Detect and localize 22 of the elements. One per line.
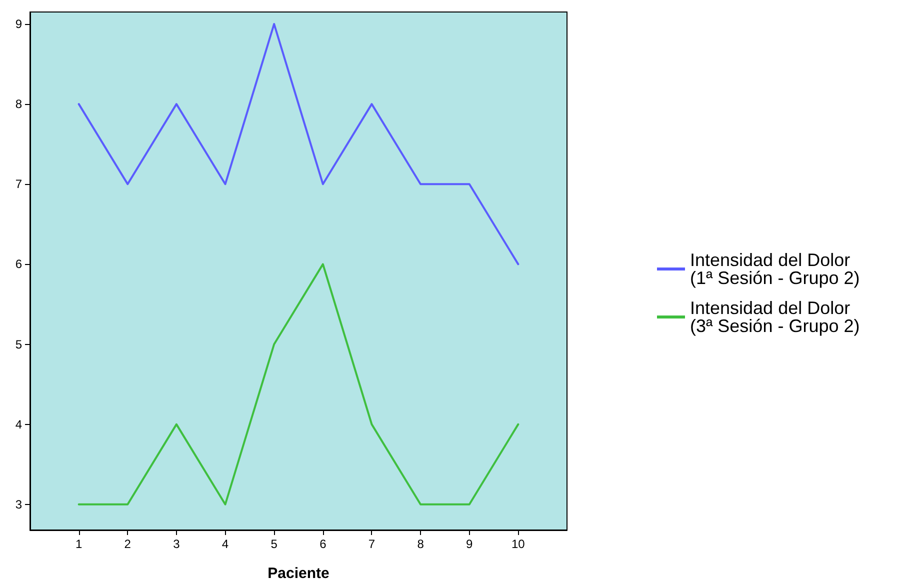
x-tick-label: 5 [270,537,278,551]
x-tick-label: 6 [320,537,327,551]
y-tick-label: 3 [15,497,22,512]
line-series [78,23,520,266]
x-tick-label: 8 [417,537,424,551]
x-tick-label: 7 [368,537,376,551]
y-tick-label: 8 [15,97,22,112]
x-axis-title: Paciente [268,565,330,582]
line-series [78,263,520,506]
legend-label: Intensidad del Dolor (3ª Sesión - Grupo 2) [690,298,860,336]
y-tick-label: 9 [15,17,22,32]
y-tick-label: 5 [15,337,22,352]
x-tick-label: 4 [222,537,229,551]
x-tick-label: 3 [173,537,180,551]
x-tick-label: 2 [124,537,132,551]
x-tick-label: 10 [512,537,526,551]
x-tick-label: 1 [75,537,82,551]
y-tick-label: 7 [15,177,22,192]
y-tick-label: 4 [15,417,22,432]
legend-label: Intensidad del Dolor (1ª Sesión - Grupo 2) [690,250,860,288]
y-tick-label: 6 [15,257,22,272]
x-tick-label: 9 [466,537,474,551]
